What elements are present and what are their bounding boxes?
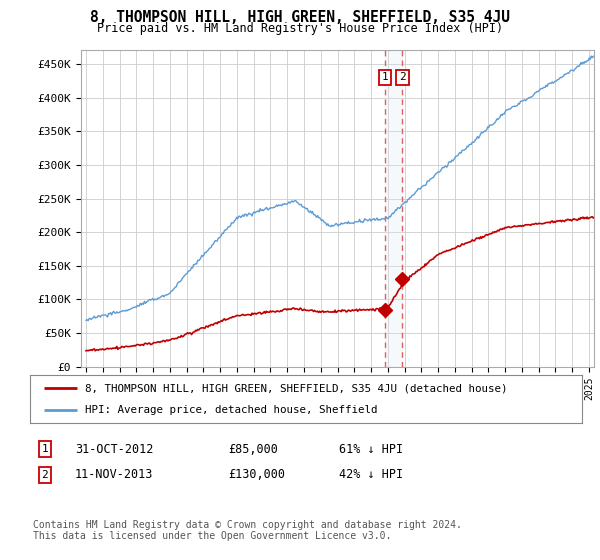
Text: 31-OCT-2012: 31-OCT-2012: [75, 442, 154, 456]
Text: £85,000: £85,000: [228, 442, 278, 456]
Text: 2: 2: [399, 72, 406, 82]
Text: 42% ↓ HPI: 42% ↓ HPI: [339, 468, 403, 482]
Text: Price paid vs. HM Land Registry's House Price Index (HPI): Price paid vs. HM Land Registry's House …: [97, 22, 503, 35]
Text: 1: 1: [41, 444, 49, 454]
Text: 2: 2: [41, 470, 49, 480]
Text: Contains HM Land Registry data © Crown copyright and database right 2024.
This d: Contains HM Land Registry data © Crown c…: [33, 520, 462, 542]
Text: 8, THOMPSON HILL, HIGH GREEN, SHEFFIELD, S35 4JU (detached house): 8, THOMPSON HILL, HIGH GREEN, SHEFFIELD,…: [85, 383, 508, 393]
Text: £130,000: £130,000: [228, 468, 285, 482]
Text: 11-NOV-2013: 11-NOV-2013: [75, 468, 154, 482]
Text: 61% ↓ HPI: 61% ↓ HPI: [339, 442, 403, 456]
Text: 1: 1: [382, 72, 388, 82]
Text: 8, THOMPSON HILL, HIGH GREEN, SHEFFIELD, S35 4JU: 8, THOMPSON HILL, HIGH GREEN, SHEFFIELD,…: [90, 10, 510, 25]
Bar: [385, 50, 403, 367]
Text: HPI: Average price, detached house, Sheffield: HPI: Average price, detached house, Shef…: [85, 405, 378, 415]
